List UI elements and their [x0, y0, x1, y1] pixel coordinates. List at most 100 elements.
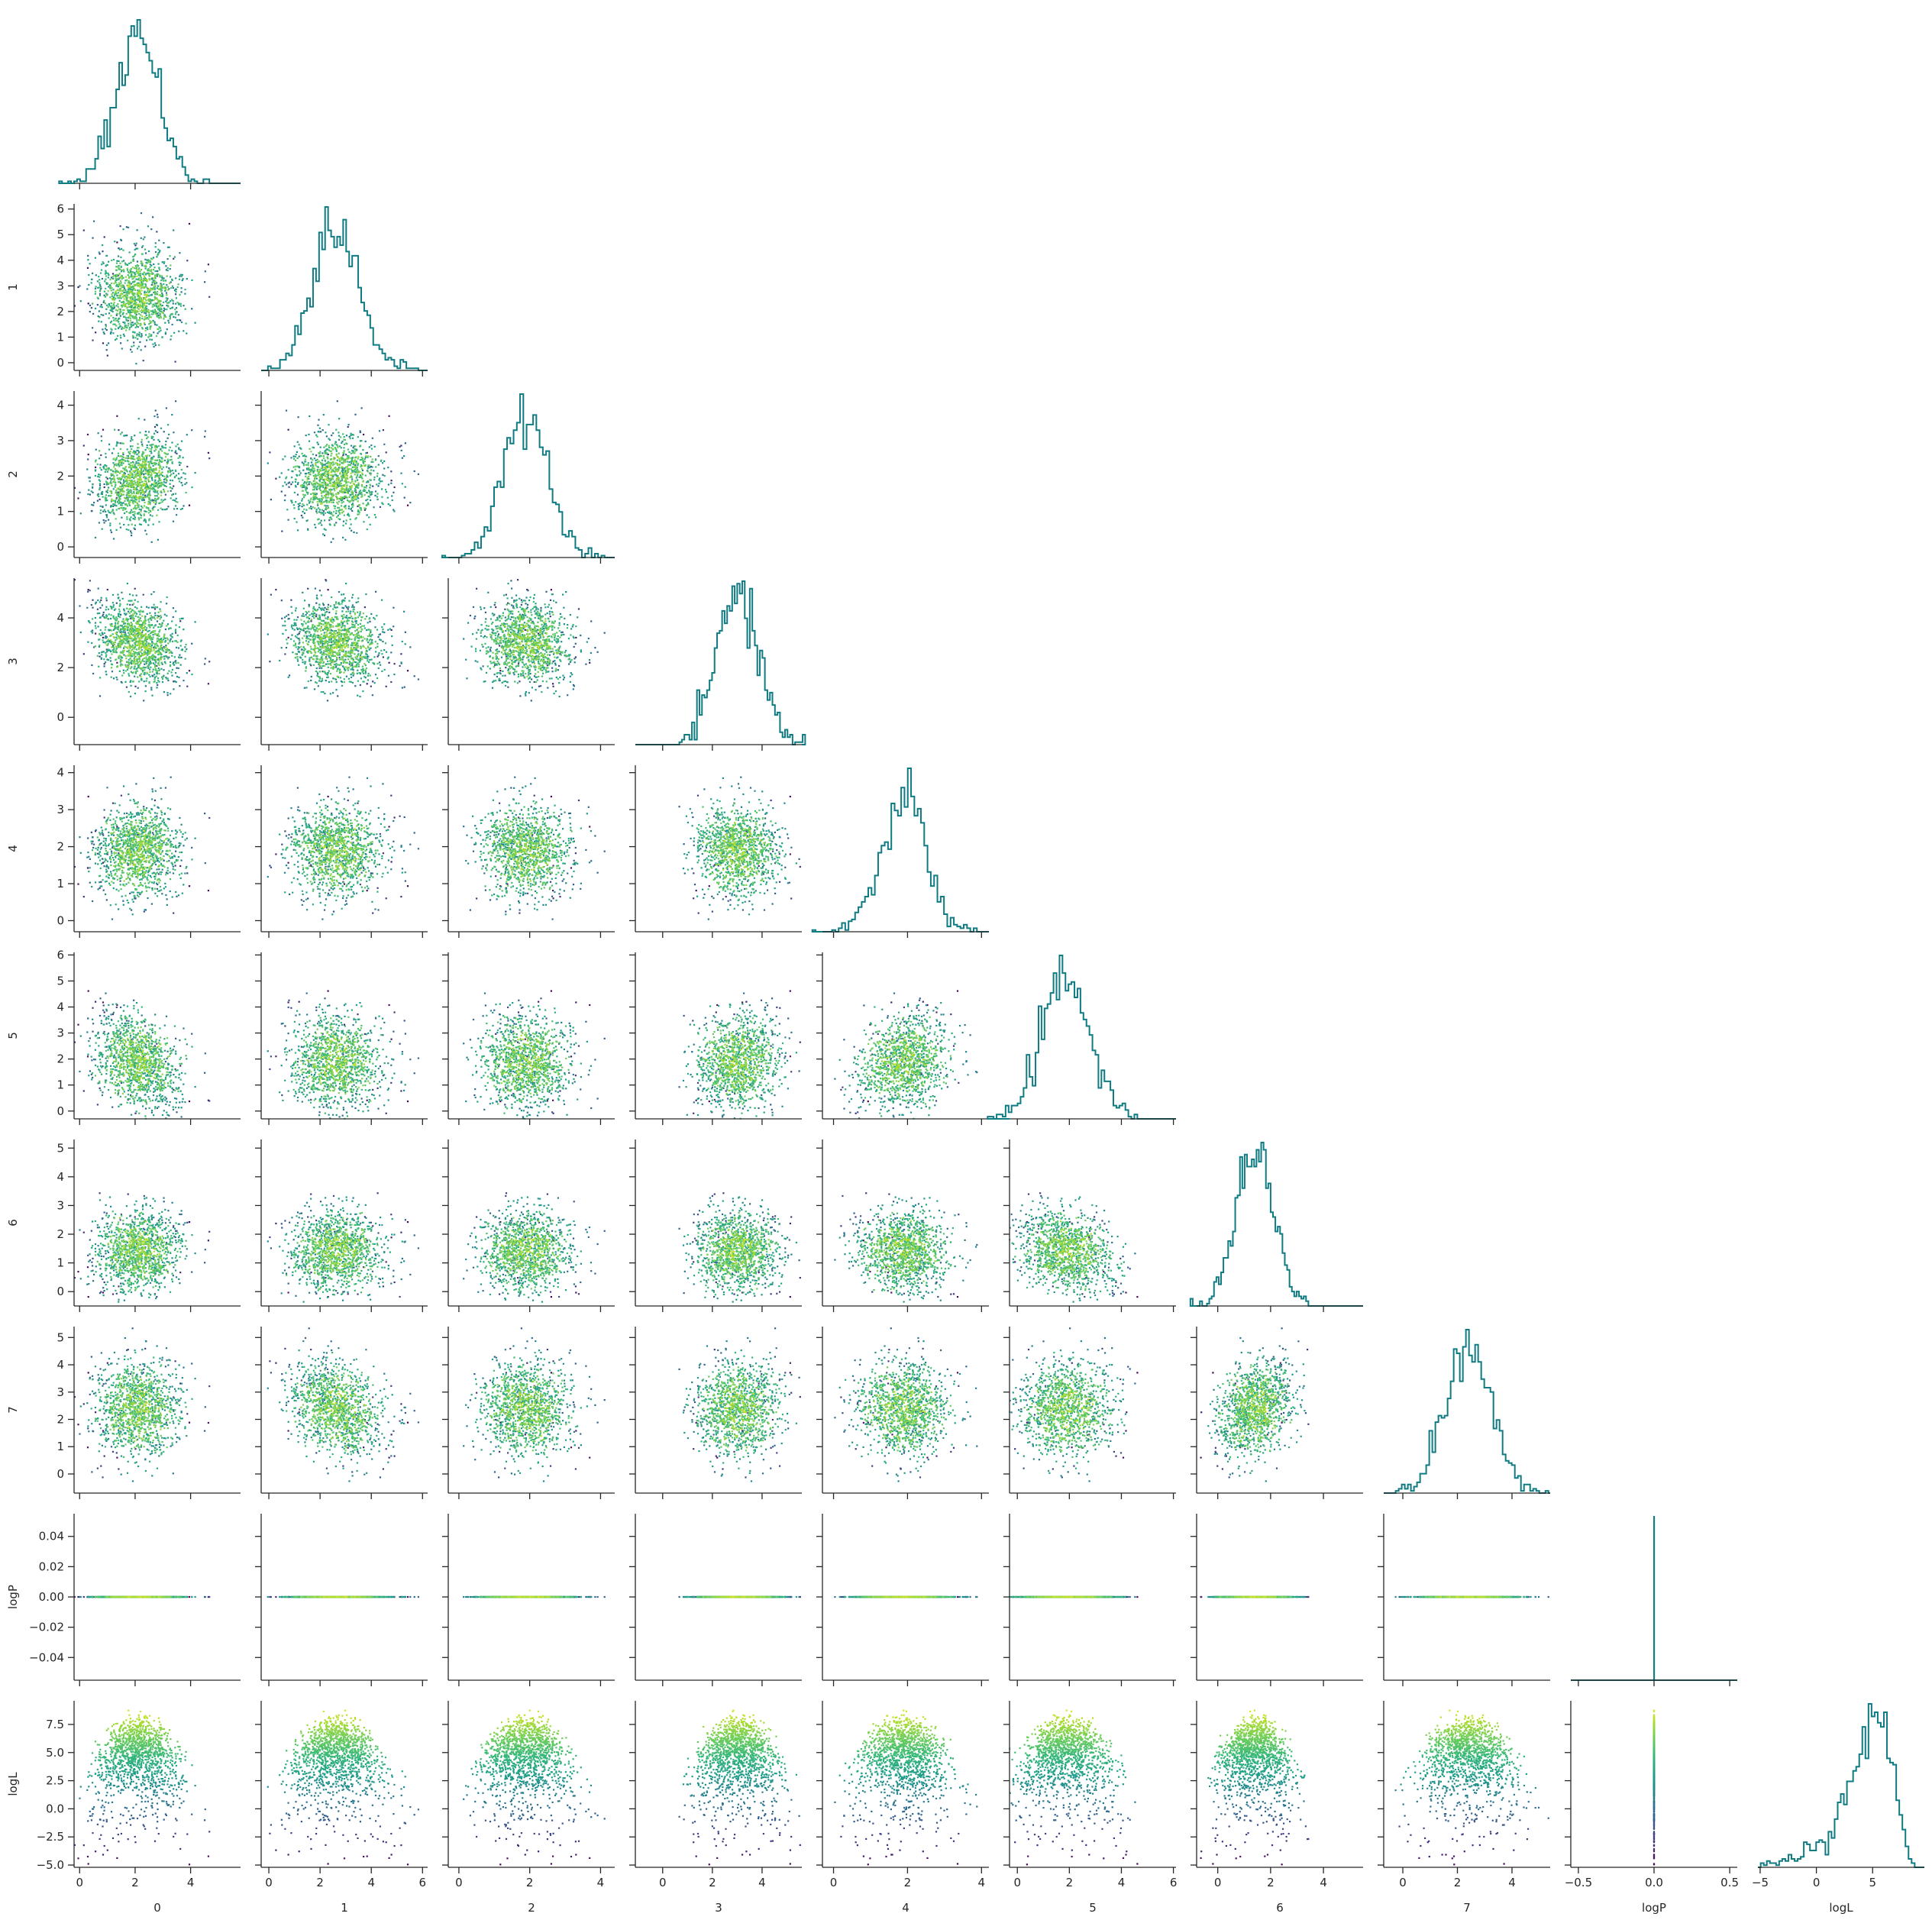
data-point: [350, 438, 351, 439]
data-point: [80, 512, 82, 514]
data-point: [118, 493, 120, 495]
data-point: [182, 274, 183, 276]
data-point: [158, 452, 160, 454]
data-point: [126, 280, 128, 281]
data-point: [379, 477, 380, 479]
data-point: [167, 459, 169, 461]
data-point: [138, 498, 140, 499]
data-point: [286, 483, 287, 485]
data-point: [79, 492, 80, 493]
data-point: [110, 332, 111, 334]
data-point: [110, 480, 111, 481]
data-point: [126, 226, 128, 228]
data-point: [139, 509, 141, 510]
data-point: [127, 448, 128, 450]
data-point: [87, 255, 89, 257]
data-point: [105, 270, 106, 272]
data-point: [157, 499, 158, 500]
data-point: [99, 286, 100, 288]
data-point: [92, 238, 93, 239]
data-point: [153, 433, 155, 435]
data-point: [179, 461, 180, 463]
data-point: [153, 312, 155, 313]
data-point: [160, 300, 162, 302]
data-point: [122, 490, 124, 491]
data-point: [128, 503, 130, 505]
data-point: [150, 445, 152, 447]
data-point: [130, 445, 131, 447]
data-point: [331, 513, 332, 515]
data-point: [115, 500, 116, 502]
data-point: [150, 472, 152, 474]
data-point: [146, 286, 147, 288]
data-point: [359, 512, 360, 513]
data-point: [132, 499, 134, 501]
data-point: [132, 496, 134, 497]
data-point: [305, 435, 307, 436]
data-point: [346, 435, 347, 436]
data-point: [132, 452, 134, 454]
data-point: [177, 444, 179, 445]
data-point: [347, 449, 349, 451]
data-point: [155, 430, 157, 432]
data-point: [132, 322, 134, 323]
data-point: [361, 477, 363, 479]
data-point: [137, 460, 139, 461]
data-point: [310, 506, 312, 507]
data-point: [167, 438, 169, 439]
data-point: [125, 294, 127, 296]
data-point: [340, 480, 341, 482]
data-point: [131, 532, 132, 534]
data-point: [159, 441, 160, 442]
data-point: [300, 472, 302, 474]
data-point: [208, 263, 209, 265]
data-point: [351, 453, 352, 454]
data-point: [131, 292, 133, 293]
data-point: [136, 454, 137, 455]
data-point: [160, 276, 161, 277]
data-point: [319, 509, 321, 510]
data-point: [175, 303, 176, 305]
data-point: [153, 257, 154, 258]
data-point: [134, 305, 136, 306]
data-point: [348, 461, 350, 463]
data-point: [354, 488, 356, 490]
data-point: [166, 466, 167, 467]
data-point: [314, 457, 315, 459]
data-point: [149, 490, 150, 492]
data-point: [153, 489, 155, 490]
data-point: [144, 484, 145, 486]
data-point: [136, 324, 137, 325]
data-point: [137, 260, 138, 262]
data-point: [134, 316, 135, 318]
data-point: [295, 456, 296, 457]
data-point: [142, 467, 144, 468]
data-point: [103, 331, 105, 333]
data-point: [181, 477, 183, 478]
data-point: [204, 281, 205, 283]
data-point: [107, 283, 108, 285]
data-point: [141, 463, 143, 464]
data-point: [176, 307, 177, 309]
data-point: [105, 480, 107, 482]
data-point: [325, 529, 327, 531]
data-point: [144, 294, 146, 296]
data-point: [165, 265, 166, 267]
data-point: [124, 263, 126, 265]
data-point: [382, 474, 383, 476]
data-point: [305, 509, 307, 511]
data-point: [332, 538, 334, 539]
data-point: [106, 295, 108, 296]
data-point: [173, 316, 174, 318]
data-point: [126, 503, 128, 505]
data-point: [126, 492, 128, 493]
data-point: [176, 514, 177, 516]
data-point: [169, 467, 170, 469]
data-point: [123, 295, 124, 296]
data-point: [105, 520, 106, 522]
data-point: [166, 284, 167, 286]
data-point: [163, 286, 165, 288]
data-point: [138, 277, 140, 279]
data-point: [135, 302, 137, 303]
data-point: [115, 325, 117, 326]
